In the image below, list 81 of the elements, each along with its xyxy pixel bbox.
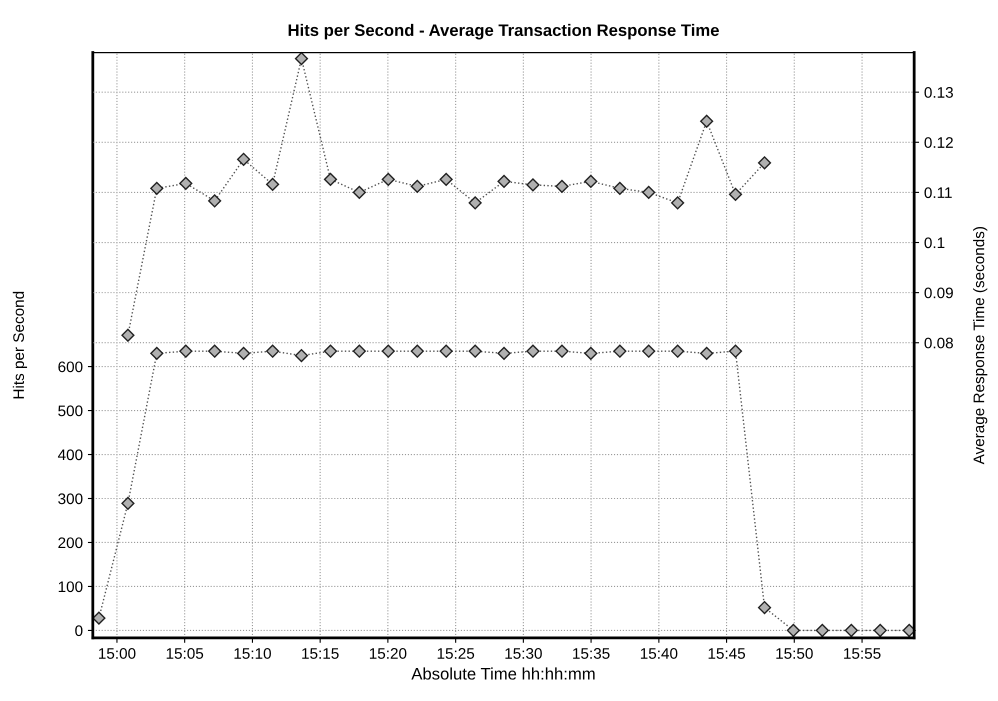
y-tick-label: 300 [58,493,82,504]
point [237,346,250,360]
point [526,178,540,192]
y-tick-label: 600 [58,361,82,372]
y-axis-title: Hits per Second [12,292,28,398]
point [352,344,366,358]
point [497,174,511,188]
x-tick-label: 15:30 [505,648,542,659]
point [902,624,916,638]
point [584,174,598,188]
point [92,612,106,625]
point [121,496,135,510]
point [642,186,656,199]
point [121,328,135,342]
point [352,186,366,199]
point [758,600,772,614]
point [410,180,424,193]
y-tick-label: 0 [75,625,82,636]
point [700,114,714,128]
point [179,344,192,358]
point [555,344,569,358]
x-tick-label: 15:00 [99,648,136,659]
point [526,344,540,358]
point [497,346,511,360]
y2-tick-label: 0.12 [924,137,953,148]
y-tick-label: 200 [58,537,82,548]
point [150,346,164,360]
y-tick-label: 500 [58,405,82,416]
point [208,194,222,208]
point [179,176,192,190]
y-tick-label: 400 [58,449,82,460]
x-axis-title: Absolute Time hh:hh:mm [411,667,595,680]
y-tick-label: 100 [58,581,82,592]
point [728,344,742,358]
point [237,152,250,166]
point [382,344,395,358]
point [266,178,280,191]
point [844,624,858,638]
x-tick-label: 15:05 [166,648,204,659]
x-tick-label: 15:10 [234,648,271,659]
point [613,344,626,358]
point [294,52,308,66]
point [468,196,482,210]
point [700,346,714,360]
point [758,156,772,170]
point [584,346,598,360]
point [816,624,829,638]
point [324,344,338,358]
point [728,188,742,201]
point [555,180,569,193]
point [382,172,395,186]
point [266,344,280,358]
point [671,344,684,358]
x-tick-label: 15:20 [370,648,406,659]
point [410,344,424,358]
point [440,172,453,186]
point [150,182,164,195]
y2-tick-label: 0.11 [924,187,952,198]
y2-axis-title: Average Response Time (seconds) [973,227,988,464]
y2-tick-label: 0.1 [924,237,944,248]
point [642,344,656,358]
x-tick-label: 15:40 [640,648,678,659]
x-tick-label: 15:50 [776,648,813,659]
point [294,348,308,362]
point [440,344,453,358]
y2-tick-label: 0.13 [924,87,953,98]
point [208,344,222,358]
x-tick-label: 15:25 [438,648,474,659]
x-tick-label: 15:15 [302,648,339,659]
point [786,624,800,638]
point [324,172,338,186]
chart-title: Hits per Second - Average Transaction Response Time [288,24,719,40]
point [671,196,684,210]
y2-tick-label: 0.08 [924,338,953,348]
point [468,344,482,358]
point [613,182,626,195]
x-tick-label: 15:55 [844,648,881,659]
y2-tick-label: 0.09 [924,287,953,298]
x-tick-label: 15:35 [573,648,610,659]
x-tick-label: 15:45 [708,648,746,659]
point [874,624,887,638]
